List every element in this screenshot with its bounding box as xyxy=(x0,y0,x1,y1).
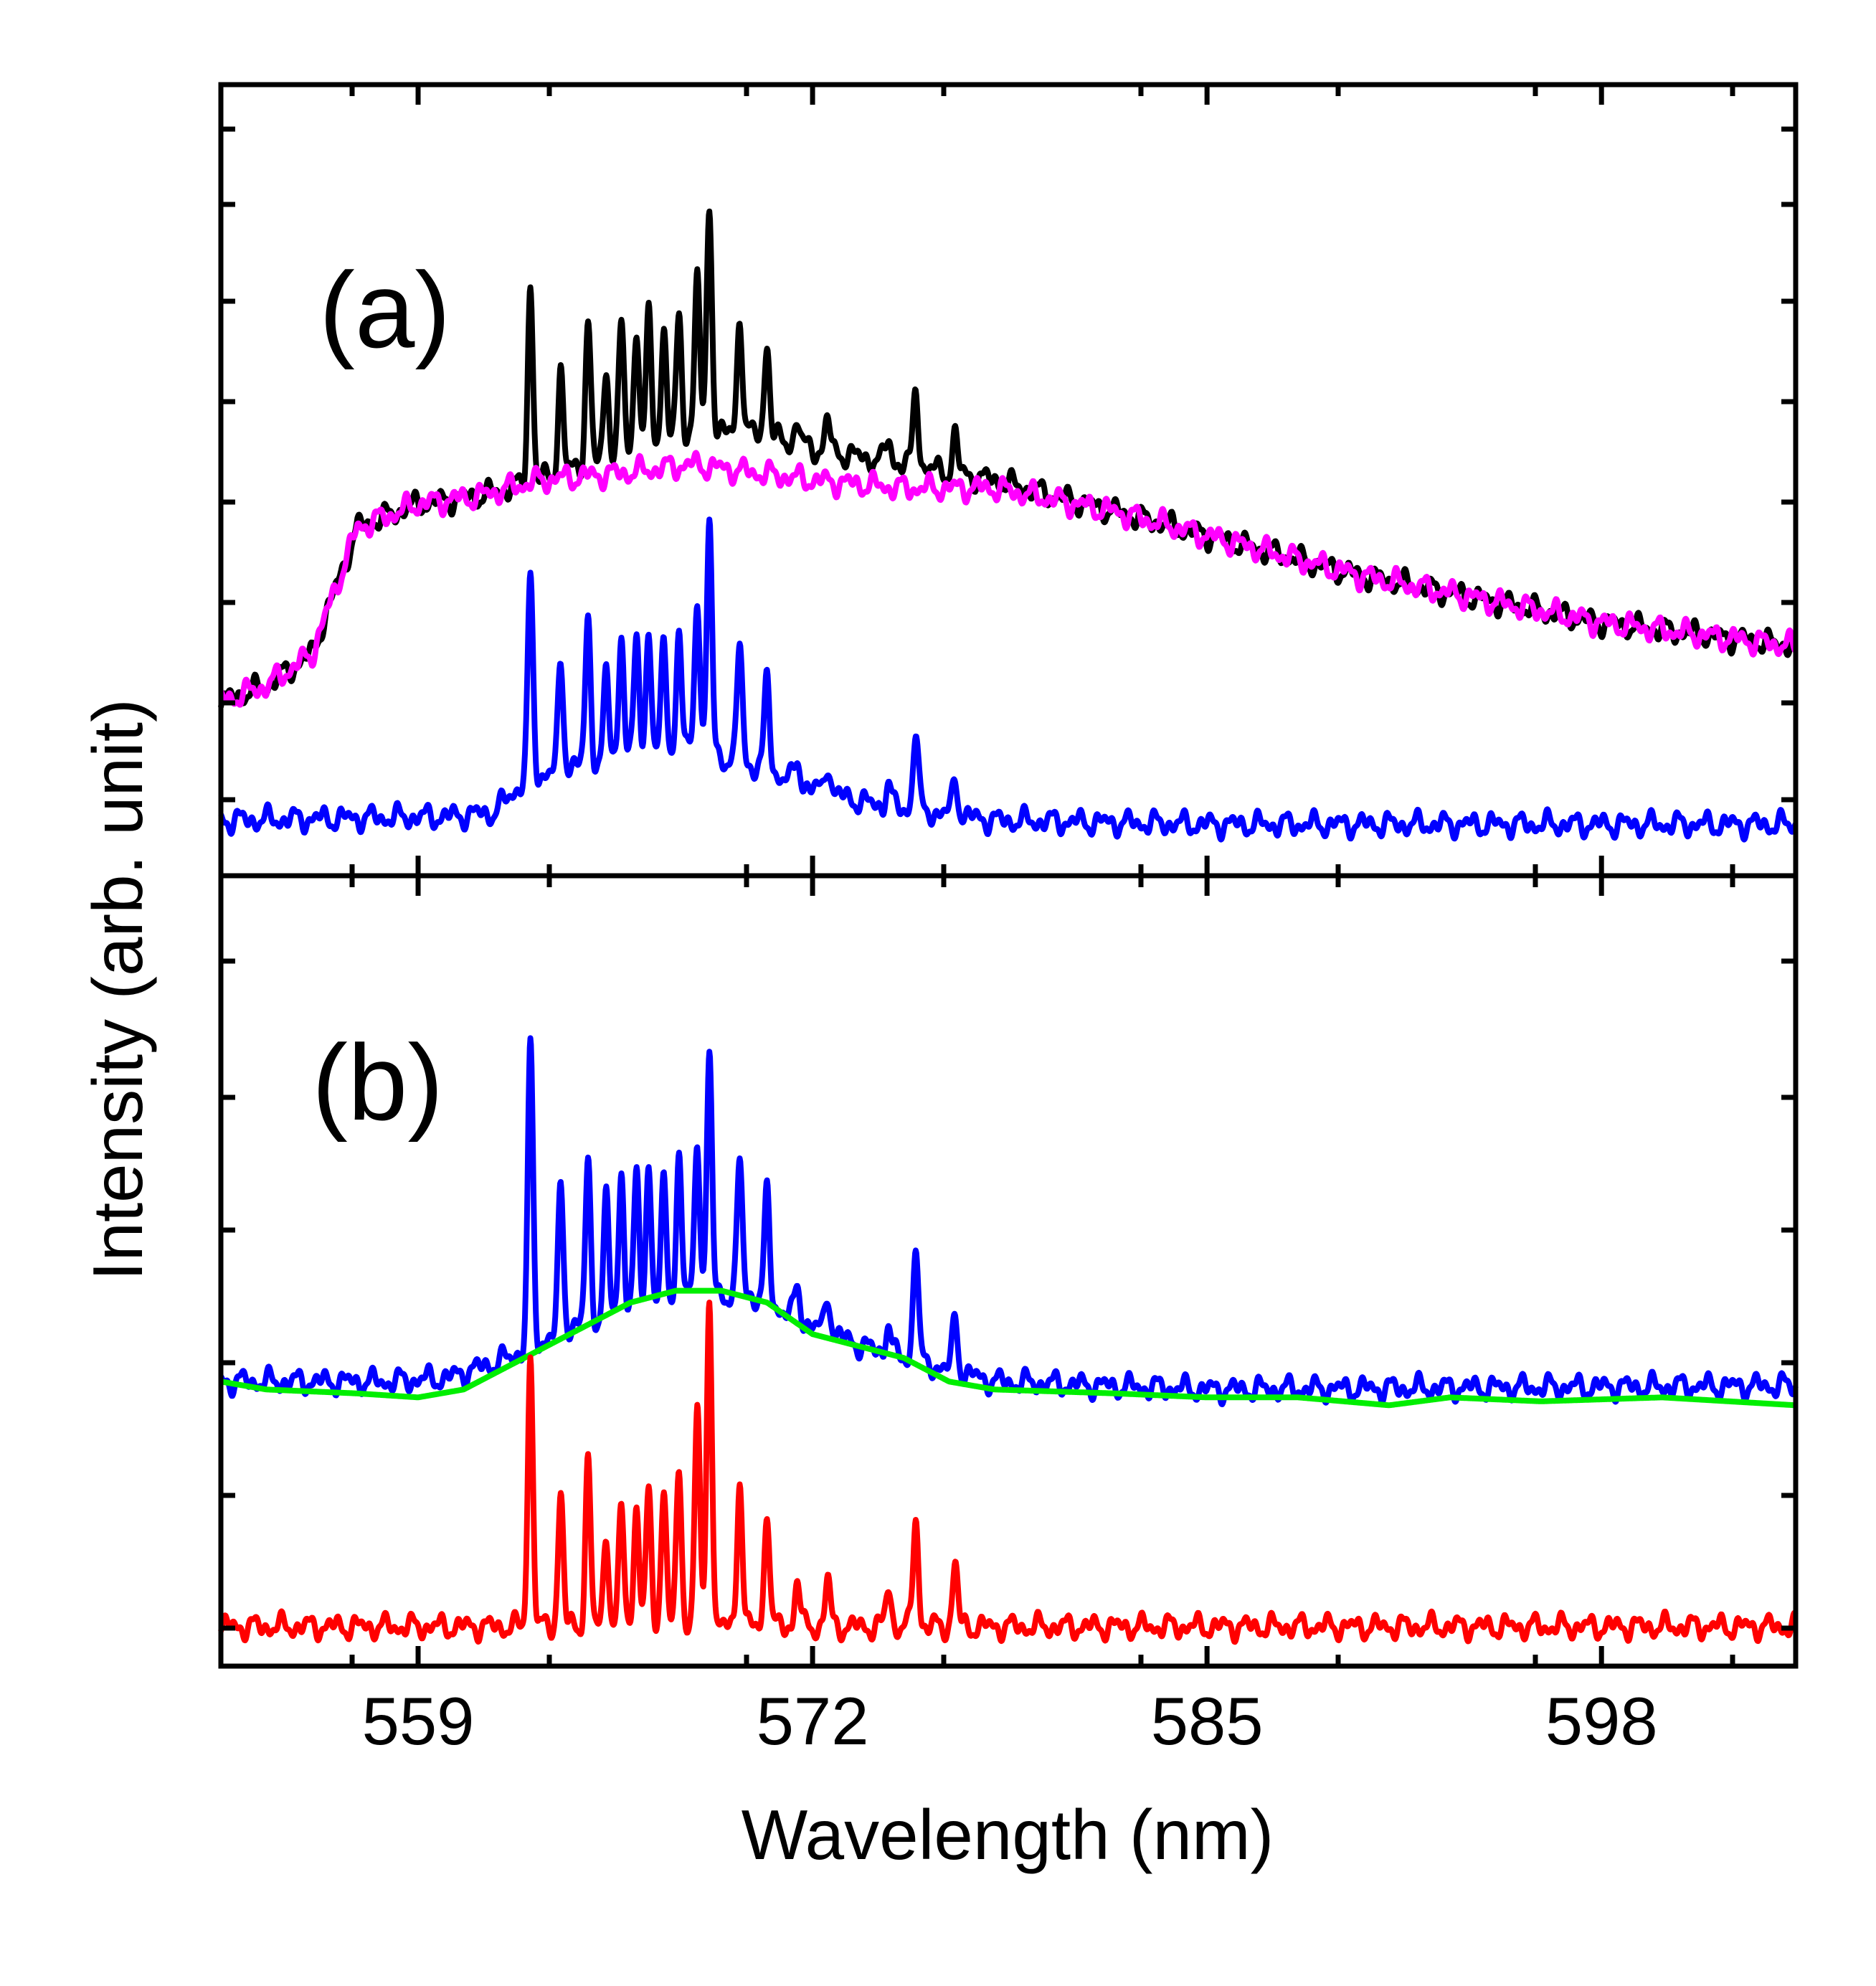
series-line-b-3 xyxy=(218,1300,1799,1645)
series-line-a-2 xyxy=(218,450,1799,708)
x-tick-labels: 559 572 585 598 xyxy=(362,1683,1658,1759)
panel-b-series xyxy=(218,1035,1799,1645)
panel-a-label: (a) xyxy=(319,250,450,370)
series-line-a-1 xyxy=(218,208,1799,708)
panel-b: (b) xyxy=(218,873,1799,1669)
panel-b-frame xyxy=(218,873,1799,1669)
series-line-b-1 xyxy=(218,1035,1799,1407)
x-tick-label-0: 559 xyxy=(362,1683,475,1759)
series-line-b-2 xyxy=(218,1287,1799,1409)
x-tick-label-1: 572 xyxy=(757,1683,869,1759)
x-tick-label-2: 585 xyxy=(1151,1683,1264,1759)
y-axis-title: Intensity (arb. unit) xyxy=(78,699,157,1281)
x-axis-title: Wavelength (nm) xyxy=(742,1795,1274,1874)
series-line-a-3 xyxy=(218,516,1799,843)
panel-a-series xyxy=(218,208,1799,843)
panel-b-label: (b) xyxy=(312,1022,443,1143)
x-tick-label-3: 598 xyxy=(1545,1683,1658,1759)
